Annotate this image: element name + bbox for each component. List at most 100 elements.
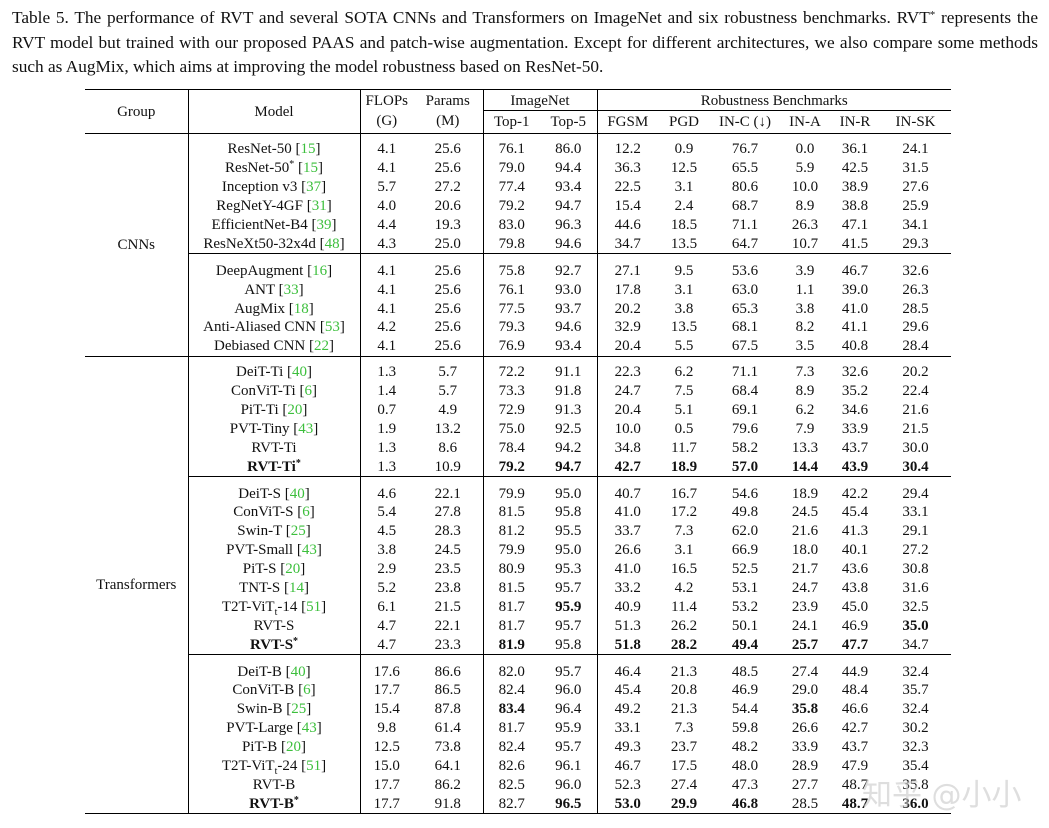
value: 1.3: [377, 364, 397, 381]
value: 53.1: [731, 580, 759, 597]
value: 25.7: [791, 636, 819, 653]
value: 28.9: [791, 758, 819, 775]
value-cell: 33.1: [597, 719, 658, 738]
value: 17.5: [670, 758, 698, 775]
value-cell: 80.6: [710, 178, 780, 197]
value-cell: 7.9: [780, 419, 830, 438]
value: 0.9: [674, 141, 694, 158]
value-cell: 23.3: [413, 635, 484, 655]
ref-bracket: [: [288, 300, 294, 317]
value: 17.7: [373, 776, 400, 793]
value: 5.4: [377, 504, 397, 521]
model-name: TNT-S: [239, 580, 281, 597]
header-cell: FGSM: [607, 113, 649, 130]
group-cell: Transformers: [85, 355, 189, 814]
value-cell: 29.0: [780, 681, 830, 700]
model-cell: Anti-Aliased CNN [53]: [188, 318, 361, 337]
value-cell: 27.6: [880, 178, 951, 197]
value: 27.8: [434, 504, 461, 521]
value-cell: 24.5: [413, 540, 484, 560]
ref: 40: [292, 364, 307, 381]
value: 19.3: [434, 217, 461, 233]
value-cell: 20.4: [597, 337, 658, 356]
value-cell: 3.5: [780, 337, 830, 356]
value: 28.5: [902, 300, 929, 317]
value-cell: 0.9: [658, 132, 710, 159]
value: 25.6: [434, 319, 461, 336]
value: 7.3: [674, 523, 694, 540]
value: 18.9: [670, 458, 698, 475]
value: 48.0: [731, 758, 759, 775]
value-cell: 35.4: [880, 757, 951, 776]
value-cell: 26.2: [658, 616, 710, 635]
value: 95.5: [555, 523, 582, 540]
value-cell: 6.2: [658, 355, 710, 382]
value: 79.3: [498, 319, 525, 336]
table-row: RegNetY-4GF [31] 4.0 20.6 79.2 94.7 15.4 2.4 68…: [85, 196, 951, 216]
value: 38.9: [841, 179, 869, 196]
value-cell: 95.8: [540, 635, 598, 655]
value: 13.2: [434, 420, 461, 437]
value: 35.8: [791, 701, 819, 718]
value-cell: 35.7: [880, 681, 951, 700]
value: 81.5: [498, 504, 525, 521]
value-cell: 21.3: [658, 700, 710, 719]
value: 57.0: [731, 458, 759, 475]
ref-bracket: [: [284, 485, 290, 502]
value: 79.2: [498, 198, 525, 215]
ref-bracket: ]: [300, 561, 306, 578]
value-cell: 25.6: [413, 132, 484, 159]
model-cell: TNT-S [14]: [188, 578, 361, 598]
ref-bracket: [: [285, 523, 291, 540]
ref: 6: [302, 504, 310, 521]
value-cell: 57.0: [710, 457, 780, 476]
value: 76.1: [498, 141, 525, 158]
table-row: PVT-Tiny [43] 1.9 13.2 75.0 92.5 10.0 0.5 79.6 7…: [85, 419, 951, 439]
value: 27.1: [614, 262, 641, 279]
value-cell: 46.7: [597, 757, 658, 776]
ref: 6: [303, 682, 311, 699]
value-cell: 41.0: [597, 503, 658, 522]
value-cell: 4.1: [360, 299, 413, 318]
value-cell: 96.0: [540, 775, 598, 795]
value: 27.2: [434, 179, 461, 196]
value-cell: 92.7: [540, 253, 598, 281]
value: 39.0: [841, 281, 869, 298]
value: 33.9: [791, 739, 819, 756]
value: 25.6: [434, 160, 461, 177]
value: 95.8: [555, 636, 582, 653]
value-cell: 49.8: [710, 503, 780, 522]
value: 21.6: [902, 402, 929, 419]
value-cell: 42.5: [830, 159, 880, 178]
value-cell: 54.6: [710, 476, 780, 504]
value-cell: 49.4: [710, 635, 780, 654]
value: 96.3: [555, 217, 582, 233]
group-cell: CNNs: [85, 133, 189, 357]
ref-bracket: [: [280, 561, 286, 578]
value: 75.0: [498, 420, 525, 437]
value: 87.8: [434, 701, 461, 718]
model-bold: RVT-B*: [249, 795, 299, 812]
value-cell: 13.5: [658, 318, 710, 337]
model-bold: RVT-Ti*: [247, 458, 301, 475]
ref-bracket: ]: [307, 364, 312, 381]
value: 44.9: [841, 663, 869, 680]
value: 18.5: [670, 217, 698, 233]
value-cell: 52.3: [597, 776, 658, 795]
value-cell: 54.4: [710, 700, 780, 719]
ref-bracket: [: [296, 542, 302, 559]
value-cell: 44.6: [597, 216, 658, 235]
value-cell: 18.5: [658, 216, 710, 235]
value-cell: 36.0: [880, 794, 951, 813]
model-cell: RVT-B: [188, 775, 361, 795]
value-cell: 47.3: [710, 776, 780, 795]
value-cell: 53.2: [710, 597, 780, 616]
model-name: Debiased CNN: [214, 338, 306, 355]
value-cell: 0.5: [658, 419, 710, 438]
ref: 53: [324, 319, 340, 336]
value: 65.3: [731, 300, 759, 317]
value-cell: 45.0: [830, 597, 880, 616]
value-cell: 20.6: [413, 196, 484, 216]
header-cell: IN-R: [839, 113, 871, 130]
value-cell: 7.3: [780, 355, 830, 382]
